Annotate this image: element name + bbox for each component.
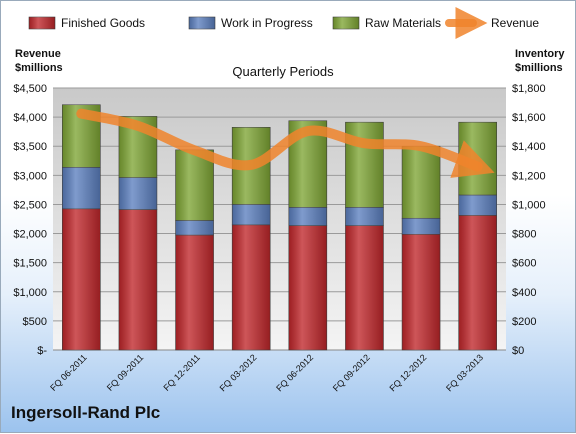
left-axis-tick-label: $3,000	[13, 170, 47, 182]
bar-shading	[402, 218, 440, 234]
category-label: FQ 03-2013	[444, 352, 485, 393]
right-axis-tick-label: $800	[512, 229, 536, 241]
bar-shading	[289, 207, 327, 225]
company-name: Ingersoll-Rand Plc	[11, 403, 160, 423]
bar-shading	[345, 226, 383, 350]
legend-swatch-shading	[333, 17, 359, 29]
bar-shading	[459, 195, 497, 215]
bar-shading	[289, 226, 327, 350]
bar-shading	[176, 235, 214, 350]
left-axis-tick-label: $500	[23, 316, 47, 328]
bar-shading	[402, 146, 440, 218]
left-axis-tick-label: $1,000	[13, 287, 47, 299]
left-axis-tick-label: $3,500	[13, 141, 47, 153]
left-axis-tick-label: $2,500	[13, 199, 47, 211]
bar-shading	[232, 204, 270, 224]
bar-shading	[176, 220, 214, 235]
category-label: FQ 03-2012	[218, 352, 259, 393]
category-label: FQ 12-2011	[161, 352, 202, 393]
legend-label-finished-goods: Finished Goods	[61, 16, 145, 30]
bar-shading	[232, 225, 270, 350]
right-axis-tick-label: $1,800	[512, 83, 546, 95]
left-axis-tick-label: $-	[37, 345, 47, 357]
bar-shading	[62, 209, 100, 350]
legend-swatch-shading	[189, 17, 215, 29]
category-label: FQ 12-2012	[387, 352, 428, 393]
bar-shading	[119, 210, 157, 350]
left-axis-tick-label: $1,500	[13, 258, 47, 270]
legend-label-revenue: Revenue	[491, 16, 539, 30]
left-axis-title: Revenue	[15, 48, 61, 60]
right-axis-tick-label: $400	[512, 287, 536, 299]
bar-shading	[402, 234, 440, 350]
left-axis-tick-label: $4,500	[13, 83, 47, 95]
left-axis-title: $millions	[15, 62, 63, 74]
right-axis-tick-label: $200	[512, 316, 536, 328]
left-axis-tick-label: $2,000	[13, 229, 47, 241]
right-axis-tick-label: $1,600	[512, 112, 546, 124]
left-axis-tick-label: $4,000	[13, 112, 47, 124]
category-label: FQ 09-2012	[331, 352, 372, 393]
bar-shading	[459, 215, 497, 350]
right-axis-title: Inventory	[515, 48, 565, 60]
right-axis-tick-label: $1,200	[512, 170, 546, 182]
right-axis-tick-label: $1,400	[512, 141, 546, 153]
right-axis-title: $millions	[515, 62, 563, 74]
legend-swatch-shading	[29, 17, 55, 29]
chart-subtitle: Quarterly Periods	[232, 64, 334, 79]
category-label: FQ 06-2012	[274, 352, 315, 393]
bar-shading	[62, 167, 100, 208]
right-axis-tick-label: $600	[512, 258, 536, 270]
category-label: FQ 06-2011	[48, 352, 89, 393]
category-label: FQ 09-2011	[105, 352, 146, 393]
bar-shading	[345, 207, 383, 225]
legend-label-raw-materials: Raw Materials	[365, 16, 441, 30]
bar-shading	[119, 178, 157, 210]
right-axis-tick-label: $1,000	[512, 199, 546, 211]
right-axis-tick-label: $0	[512, 345, 524, 357]
legend-label-work-in-progress: Work in Progress	[221, 16, 313, 30]
